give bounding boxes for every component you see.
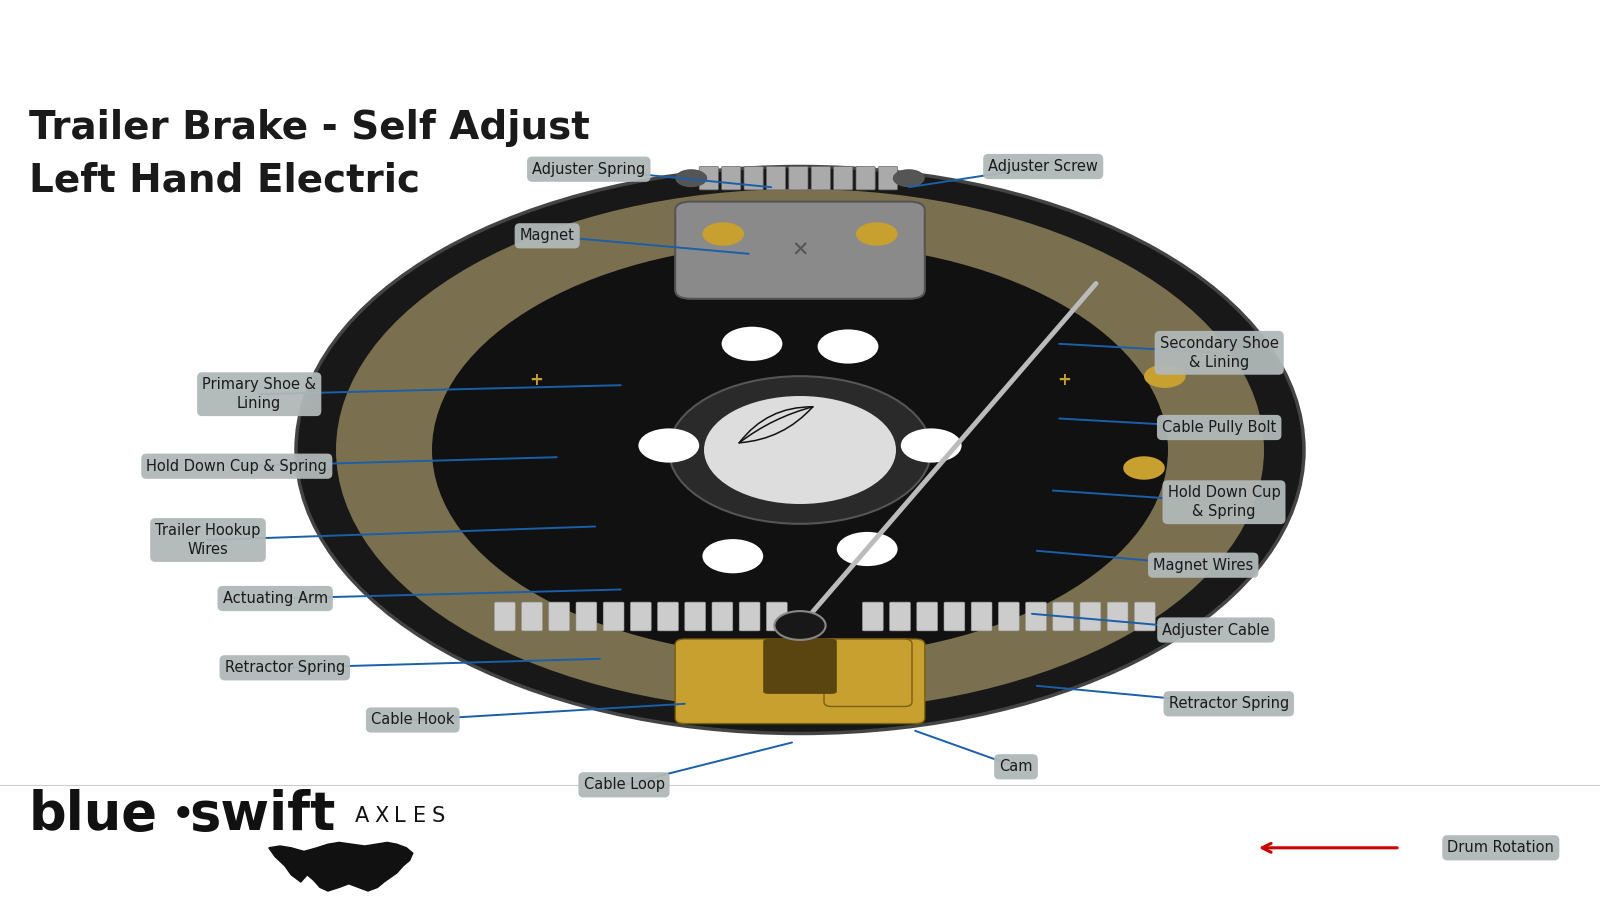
FancyBboxPatch shape <box>811 166 830 190</box>
FancyBboxPatch shape <box>789 166 808 190</box>
Text: +: + <box>530 371 542 389</box>
FancyBboxPatch shape <box>658 602 678 631</box>
Circle shape <box>432 243 1168 657</box>
Text: Trailer Hookup
Wires: Trailer Hookup Wires <box>155 523 261 557</box>
Text: Cable Hook: Cable Hook <box>371 713 454 727</box>
FancyBboxPatch shape <box>522 602 542 631</box>
Circle shape <box>893 169 925 187</box>
Text: Cable Loop: Cable Loop <box>584 778 664 792</box>
Text: Adjuster Spring: Adjuster Spring <box>533 162 645 176</box>
FancyBboxPatch shape <box>824 639 912 706</box>
FancyBboxPatch shape <box>834 166 853 190</box>
Text: E: E <box>413 806 426 826</box>
Circle shape <box>1123 456 1165 480</box>
Circle shape <box>702 222 744 246</box>
FancyBboxPatch shape <box>971 602 992 631</box>
Text: Actuating Arm: Actuating Arm <box>222 591 328 606</box>
Text: Retractor Spring: Retractor Spring <box>224 661 346 675</box>
FancyBboxPatch shape <box>1107 602 1128 631</box>
Circle shape <box>818 329 878 364</box>
Text: Drum Rotation: Drum Rotation <box>1448 841 1554 855</box>
FancyBboxPatch shape <box>890 602 910 631</box>
FancyBboxPatch shape <box>766 166 786 190</box>
Text: Magnet: Magnet <box>520 229 574 243</box>
FancyBboxPatch shape <box>549 602 570 631</box>
Circle shape <box>901 428 962 463</box>
Circle shape <box>774 611 826 640</box>
FancyBboxPatch shape <box>1134 602 1155 631</box>
Text: Adjuster Cable: Adjuster Cable <box>1162 623 1270 637</box>
Circle shape <box>336 189 1264 711</box>
Circle shape <box>856 222 898 246</box>
Text: Cable Pully Bolt: Cable Pully Bolt <box>1162 420 1277 435</box>
Text: •: • <box>171 796 195 837</box>
FancyBboxPatch shape <box>862 602 883 631</box>
FancyBboxPatch shape <box>1053 602 1074 631</box>
Text: Cam: Cam <box>1000 760 1032 774</box>
FancyBboxPatch shape <box>763 639 837 694</box>
Circle shape <box>675 169 707 187</box>
Text: A: A <box>355 806 370 826</box>
FancyBboxPatch shape <box>856 166 875 190</box>
FancyBboxPatch shape <box>603 602 624 631</box>
FancyBboxPatch shape <box>722 166 741 190</box>
FancyBboxPatch shape <box>998 602 1019 631</box>
FancyBboxPatch shape <box>944 602 965 631</box>
FancyBboxPatch shape <box>685 602 706 631</box>
Circle shape <box>704 396 896 504</box>
Circle shape <box>722 327 782 361</box>
Circle shape <box>1144 364 1186 388</box>
Text: Secondary Shoe
& Lining: Secondary Shoe & Lining <box>1160 336 1278 370</box>
Text: blue: blue <box>29 788 158 841</box>
Text: X: X <box>374 806 389 826</box>
FancyBboxPatch shape <box>712 602 733 631</box>
FancyBboxPatch shape <box>675 202 925 299</box>
FancyBboxPatch shape <box>675 639 925 724</box>
Text: L: L <box>394 806 405 826</box>
Text: Hold Down Cup & Spring: Hold Down Cup & Spring <box>146 459 328 473</box>
FancyBboxPatch shape <box>744 166 763 190</box>
Circle shape <box>638 428 699 463</box>
Text: Left Hand Electric: Left Hand Electric <box>29 161 419 199</box>
Text: Hold Down Cup
& Spring: Hold Down Cup & Spring <box>1168 485 1280 519</box>
Text: Trailer Brake - Self Adjust: Trailer Brake - Self Adjust <box>29 109 589 147</box>
Circle shape <box>702 539 763 573</box>
FancyBboxPatch shape <box>576 602 597 631</box>
FancyBboxPatch shape <box>917 602 938 631</box>
Text: swift: swift <box>189 788 334 841</box>
FancyBboxPatch shape <box>1026 602 1046 631</box>
Text: +: + <box>1058 371 1070 389</box>
FancyBboxPatch shape <box>766 602 787 631</box>
Text: Adjuster Screw: Adjuster Screw <box>989 159 1098 174</box>
Text: S: S <box>432 806 445 826</box>
Text: Primary Shoe &
Lining: Primary Shoe & Lining <box>202 377 317 411</box>
Text: ✕: ✕ <box>792 240 808 260</box>
Text: Magnet Wires: Magnet Wires <box>1154 558 1253 572</box>
FancyBboxPatch shape <box>1080 602 1101 631</box>
Circle shape <box>296 166 1304 733</box>
Circle shape <box>837 532 898 566</box>
FancyBboxPatch shape <box>494 602 515 631</box>
Circle shape <box>669 376 931 524</box>
FancyBboxPatch shape <box>699 166 718 190</box>
FancyBboxPatch shape <box>630 602 651 631</box>
FancyBboxPatch shape <box>878 166 898 190</box>
Text: Retractor Spring: Retractor Spring <box>1168 697 1290 711</box>
Polygon shape <box>269 842 413 891</box>
FancyBboxPatch shape <box>739 602 760 631</box>
